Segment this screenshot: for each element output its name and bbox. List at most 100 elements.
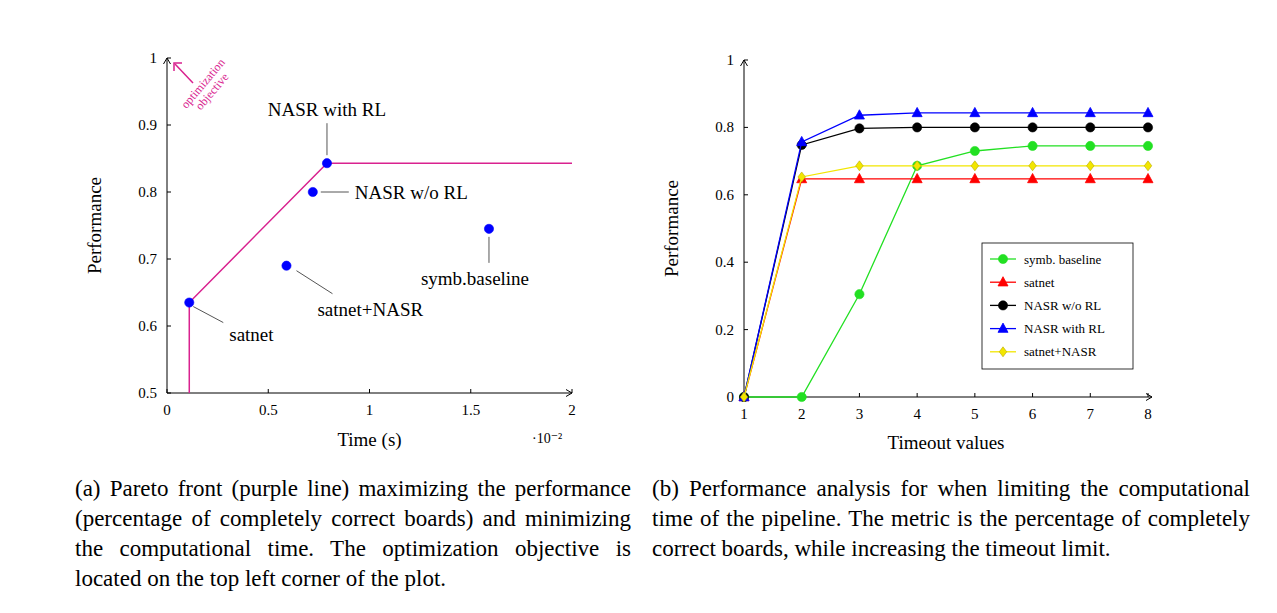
leader-line	[326, 123, 327, 155]
y-tick-label: 1	[150, 50, 158, 66]
data-point	[797, 392, 806, 401]
y-tick	[167, 259, 171, 260]
y-axis-label: Performance	[84, 177, 105, 274]
data-point	[1144, 161, 1152, 171]
caption: (a) Pareto front (purple line) maximizin…	[75, 474, 631, 594]
axis-arrow	[164, 58, 171, 64]
series-line	[744, 113, 1148, 397]
data-point	[484, 224, 493, 233]
x-tick-label: 2	[568, 402, 576, 418]
data-point	[1086, 141, 1095, 150]
y-tick	[167, 326, 171, 327]
legend-box	[982, 243, 1133, 369]
legend-label: NASR w/o RL	[1024, 298, 1101, 313]
y-tick	[167, 393, 171, 394]
data-point	[1143, 123, 1152, 132]
data-point	[856, 161, 864, 171]
series-line	[744, 166, 1148, 397]
data-point	[1143, 107, 1153, 116]
data-point	[322, 159, 331, 168]
y-tick	[744, 262, 748, 263]
x-tick-label: 4	[913, 406, 921, 422]
legend-marker	[999, 347, 1007, 357]
y-tick-label: 0.8	[715, 119, 734, 135]
plot-area	[185, 159, 572, 393]
data-point	[1087, 161, 1095, 171]
leader-line	[296, 271, 332, 294]
legend-label: satnet	[1024, 275, 1055, 290]
y-tick	[167, 58, 171, 59]
y-tick-label: 1	[727, 52, 735, 68]
leader-line	[193, 307, 223, 323]
x-tick	[167, 389, 168, 393]
data-point	[1086, 123, 1095, 132]
y-tick	[167, 125, 171, 126]
x-axis-label: Time (s)	[337, 429, 401, 451]
x-tick	[572, 389, 573, 393]
point-label: satnet+NASR	[317, 299, 423, 320]
leader-line	[321, 192, 349, 193]
x-tick	[859, 393, 860, 397]
y-tick-label: 0.9	[138, 117, 157, 133]
y-tick-label: 0.8	[138, 184, 157, 200]
axis-arrow	[741, 60, 748, 66]
legend-label: symb. baseline	[1024, 252, 1101, 267]
legend-marker	[998, 301, 1007, 310]
data-point	[1143, 141, 1152, 150]
legend-marker	[998, 254, 1007, 263]
chart-a: 00.511.520.50.60.70.80.91Time (s)·10⁻²Pe…	[84, 50, 576, 451]
y-tick-label: 0.2	[715, 322, 734, 338]
data-point	[1085, 173, 1095, 182]
caption: (b) Performance analysis for when limiti…	[652, 474, 1250, 564]
objective-arrow	[175, 64, 193, 83]
data-point	[1143, 173, 1153, 182]
point-label: satnet	[229, 324, 274, 345]
data-point	[912, 173, 922, 182]
y-tick	[744, 194, 748, 195]
y-tick-label: 0.4	[715, 254, 734, 270]
data-point	[855, 124, 864, 133]
x-tick	[1148, 393, 1149, 397]
data-point	[739, 392, 748, 401]
x-tick-label: 7	[1087, 406, 1095, 422]
y-axis	[744, 60, 745, 397]
data-point	[913, 161, 921, 171]
x-tick	[1032, 393, 1033, 397]
data-point	[855, 290, 864, 299]
data-point	[1085, 107, 1095, 116]
data-point	[739, 392, 748, 401]
y-axis-label: Performance	[661, 180, 682, 277]
data-point	[797, 136, 807, 145]
y-tick	[744, 329, 748, 330]
axis-arrow	[1146, 394, 1152, 401]
x-tick	[917, 393, 918, 397]
y-tick	[744, 127, 748, 128]
x-tick	[974, 393, 975, 397]
x-tick	[470, 389, 471, 393]
y-tick-label: 0.7	[138, 251, 157, 267]
y-axis	[167, 58, 168, 393]
x-tick-label: 0	[163, 402, 171, 418]
x-tick-label: 6	[1029, 406, 1037, 422]
data-point	[854, 173, 864, 182]
data-point	[912, 107, 922, 116]
data-point	[971, 161, 979, 171]
x-tick	[268, 389, 269, 393]
plot-area	[739, 107, 1153, 402]
data-point	[1028, 107, 1038, 116]
x-tick-label: 8	[1144, 406, 1152, 422]
x-tick-label: 1	[740, 406, 748, 422]
x-tick-label: 5	[971, 406, 979, 422]
y-tick-label: 0.6	[715, 187, 734, 203]
data-point	[970, 107, 980, 116]
series-line	[744, 127, 1148, 397]
point-label: symb.baseline	[421, 268, 529, 289]
x-tick-label: 2	[798, 406, 806, 422]
data-point	[282, 261, 291, 270]
data-point	[913, 123, 922, 132]
legend-label: satnet+NASR	[1024, 344, 1097, 359]
axis-arrow	[566, 390, 572, 397]
data-point	[1028, 123, 1037, 132]
data-point	[913, 161, 922, 170]
leader-line	[488, 237, 489, 263]
